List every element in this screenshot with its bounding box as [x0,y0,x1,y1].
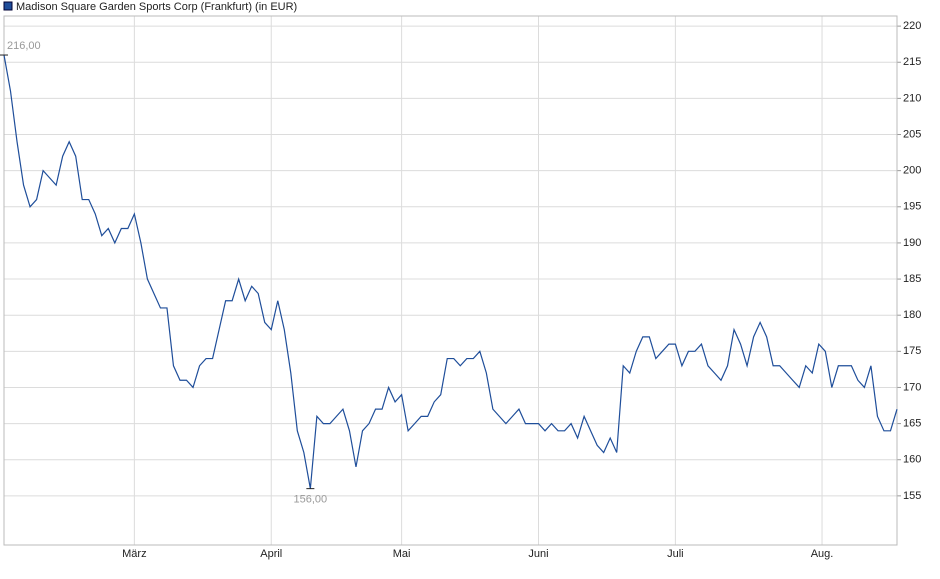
legend-label: Madison Square Garden Sports Corp (Frank… [16,1,297,13]
y-tick-label: 185 [903,273,921,285]
y-tick-label: 155 [903,490,921,502]
y-tick-label: 205 [903,128,921,140]
y-tick-label: 210 [903,92,921,104]
y-tick-label: 170 [903,381,921,393]
y-tick-label: 175 [903,345,921,357]
price-line [3,54,898,489]
legend-swatch [3,1,13,11]
y-tick-label: 200 [903,165,921,177]
annotation-label: 156,00 [294,494,328,506]
y-tick-label: 160 [903,454,921,466]
plot-frame [3,15,898,546]
y-tick-label: 190 [903,237,921,249]
y-tick-label: 215 [903,56,921,68]
y-tick-label: 165 [903,417,921,429]
x-tick-label: März [122,548,146,560]
x-tick-label: Juni [528,548,548,560]
y-tick-label: 220 [903,20,921,32]
y-tick-label: 180 [903,309,921,321]
x-tick-label: Aug. [811,548,834,560]
x-tick-label: Juli [667,548,684,560]
x-tick-label: April [260,548,282,560]
x-tick-label: Mai [393,548,411,560]
y-tick-label: 195 [903,201,921,213]
annotation-label: 216,00 [7,40,41,52]
